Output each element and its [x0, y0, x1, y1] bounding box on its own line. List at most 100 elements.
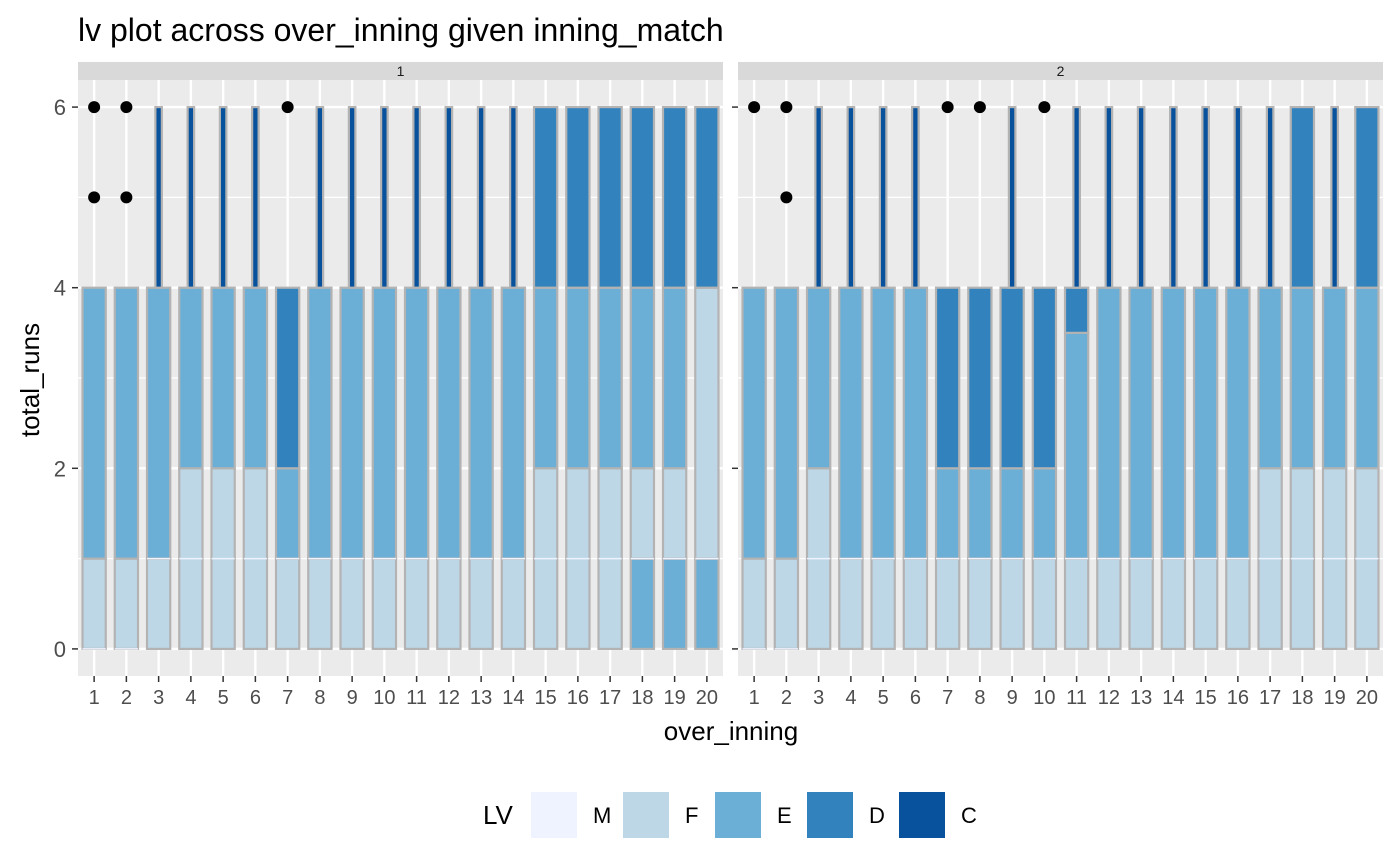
y-tick-label: 0 — [54, 637, 66, 662]
lv-box-D — [934, 286, 961, 470]
x-tick-label: 8 — [974, 687, 985, 709]
outlier-point — [88, 101, 101, 114]
lv-box-E — [565, 286, 591, 470]
lv-over-18 — [629, 105, 656, 651]
lv-over-18 — [1289, 105, 1316, 651]
lv-over-9 — [999, 105, 1025, 651]
lv-box-C — [814, 105, 823, 289]
x-tick-label: 9 — [347, 687, 358, 709]
legend-entry-D: D — [807, 792, 885, 838]
lv-over-13 — [468, 105, 494, 651]
lv-over-12 — [436, 105, 462, 651]
lv-box-F — [1031, 557, 1058, 651]
lv-box-C — [1330, 105, 1339, 289]
lv-box-E — [1096, 286, 1122, 560]
x-tick-label: 11 — [1066, 687, 1087, 709]
legend-label: M — [593, 803, 611, 828]
lv-box-E — [1192, 286, 1219, 560]
legend-label: C — [961, 803, 977, 828]
lv-box-E — [371, 286, 398, 560]
lv-box-C — [911, 105, 920, 289]
legend-label: E — [777, 803, 792, 828]
x-tick-label: 9 — [1007, 687, 1018, 709]
facet-strip — [78, 62, 723, 80]
lv-box-E — [934, 467, 961, 560]
legend-title: LV — [483, 800, 514, 830]
lv-box-E — [500, 286, 527, 560]
x-tick-label: 18 — [631, 687, 653, 709]
lv-box-E — [741, 286, 767, 560]
lv-over-15 — [532, 105, 559, 651]
x-tick-label: 4 — [845, 687, 856, 709]
lv-box-E — [210, 286, 236, 470]
lv-box-D — [532, 105, 559, 289]
lv-box-F — [1063, 557, 1090, 651]
y-tick-label: 2 — [54, 456, 66, 481]
y-tick-label: 6 — [54, 95, 66, 120]
lv-box-D — [565, 105, 591, 289]
lv-box-F — [468, 557, 494, 651]
outlier-point — [281, 101, 294, 114]
lv-box-F — [436, 557, 462, 651]
lv-over-14 — [500, 105, 527, 651]
facet-strip — [738, 62, 1383, 80]
lv-over-4 — [838, 105, 864, 651]
lv-box-F — [113, 557, 140, 651]
lv-box-E — [661, 557, 688, 651]
lv-over-2 — [113, 101, 140, 651]
lv-over-1 — [741, 101, 767, 651]
lv-box-D — [1354, 105, 1380, 289]
lv-box-E — [661, 286, 688, 470]
lv-box-E — [242, 286, 269, 470]
lv-over-4 — [178, 105, 204, 651]
lv-box-C — [186, 105, 196, 289]
x-tick-label: 5 — [218, 687, 229, 709]
legend-key — [623, 792, 669, 838]
lv-box-E — [1160, 286, 1187, 560]
lv-box-D — [597, 105, 623, 289]
lv-box-D — [629, 105, 656, 289]
lv-over-6 — [242, 105, 269, 651]
x-tick-label: 7 — [942, 687, 953, 709]
x-tick-label: 19 — [1324, 687, 1346, 709]
lv-over-5 — [210, 105, 236, 651]
legend-entry-M: M — [531, 792, 611, 838]
lv-over-11 — [1063, 105, 1090, 651]
lv-box-C — [1169, 105, 1178, 289]
lv-over-12 — [1096, 105, 1122, 651]
legend: LV M F E D C — [483, 792, 977, 838]
outlier-point — [780, 101, 793, 114]
x-tick-label: 1 — [749, 687, 760, 709]
lv-over-19 — [1321, 105, 1348, 651]
lv-box-E — [1257, 286, 1283, 470]
lv-box-F — [773, 557, 800, 651]
lv-box-C — [154, 105, 163, 289]
lv-box-F — [1160, 557, 1187, 651]
x-tick-label: 14 — [1162, 687, 1184, 709]
outlier-point — [780, 191, 793, 204]
lv-box-E — [113, 286, 140, 560]
x-tick-label: 13 — [1130, 687, 1152, 709]
lv-box-F — [661, 467, 688, 560]
lv-over-9 — [339, 105, 365, 651]
lv-over-1 — [81, 101, 107, 651]
lv-box-D — [1063, 286, 1090, 334]
lv-box-F — [902, 557, 929, 651]
x-tick-label: 17 — [599, 687, 621, 709]
outlier-point — [973, 101, 986, 114]
x-tick-label: 16 — [1227, 687, 1249, 709]
lv-box-F — [403, 557, 430, 651]
lv-box-C — [347, 105, 357, 289]
chart-title: lv plot across over_inning given inning_… — [78, 12, 724, 48]
x-tick-label: 19 — [664, 687, 686, 709]
x-axis-title: over_inning — [664, 716, 798, 746]
lv-box-E — [1289, 286, 1316, 470]
x-tick-label: 13 — [470, 687, 492, 709]
lv-box-E — [967, 467, 993, 560]
lv-box-F — [694, 286, 720, 560]
lv-box-E — [403, 286, 430, 560]
lv-over-19 — [661, 105, 688, 651]
lv-box-C — [878, 105, 888, 289]
lv-over-3 — [145, 105, 172, 651]
lv-box-C — [1233, 105, 1243, 289]
